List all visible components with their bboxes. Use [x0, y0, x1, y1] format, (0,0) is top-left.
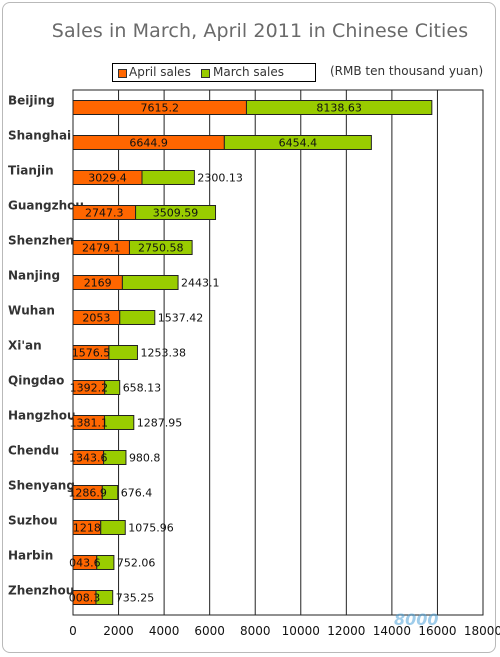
x-tick-label: 2000: [103, 624, 134, 638]
legend: April sales March sales: [112, 63, 316, 82]
value-label-march: 1253.38: [140, 347, 186, 360]
watermark-logo: 8000: [394, 610, 439, 629]
category-label: Wuhan: [8, 304, 55, 318]
value-label-march: 2300.13: [197, 172, 243, 185]
category-label: Beijing: [8, 94, 55, 108]
legend-swatch-april: [118, 69, 127, 78]
value-label-april: 1381.1: [69, 417, 108, 430]
value-label-april: 1218: [73, 522, 101, 535]
bar-march: [101, 485, 119, 500]
value-label-april: 2747.3: [85, 207, 124, 220]
x-tick-label: 18000: [464, 624, 500, 638]
chart-title: Sales in March, April 2011 in Chinese Ci…: [51, 20, 469, 42]
x-tick-label: 12000: [327, 624, 365, 638]
category-label: Suzhou: [8, 514, 58, 528]
bar-march: [95, 590, 114, 605]
category-label: Guangzhou: [8, 199, 84, 213]
category-label: Shanghai: [8, 129, 71, 143]
value-label-march: 1075.96: [128, 522, 174, 535]
bar-march: [108, 345, 138, 360]
category-label: Hangzhou: [8, 409, 76, 423]
x-tick-label: 0: [69, 624, 77, 638]
category-label: Harbin: [8, 549, 53, 563]
value-label-march: 1537.42: [158, 312, 204, 325]
category-label: Shenzhen: [8, 234, 74, 248]
category-label: Zhenzhou: [8, 584, 74, 598]
x-tick-label: 6000: [194, 624, 225, 638]
value-label-april: 1392.2: [70, 382, 109, 395]
value-label-march: 6454.4: [279, 137, 318, 150]
x-tick-label: 4000: [149, 624, 180, 638]
value-label-april: 2053: [82, 312, 110, 325]
bar-march: [100, 520, 126, 535]
bar-march: [245, 100, 433, 115]
bar-march: [96, 555, 115, 570]
bar-march: [141, 170, 195, 185]
value-label-april: 3029.4: [88, 172, 127, 185]
category-label: Qingdao: [8, 374, 64, 388]
bar-march: [121, 275, 179, 290]
value-label-april: 1343.6: [69, 452, 108, 465]
value-label-april: 008.3: [69, 592, 101, 605]
value-label-march: 676.4: [121, 487, 152, 500]
value-label-march: 2750.58: [138, 242, 184, 255]
value-label-march: 980.8: [129, 452, 161, 465]
x-tick-label: 10000: [282, 624, 320, 638]
value-label-march: 8138.63: [316, 102, 362, 115]
legend-label-april: April sales: [129, 65, 191, 79]
value-label-march: 752.06: [117, 557, 156, 570]
value-label-april: 2479.1: [82, 242, 121, 255]
value-label-march: 3509.59: [153, 207, 199, 220]
value-label-march: 2443.1: [181, 277, 220, 290]
bar-march: [103, 450, 127, 465]
legend-swatch-march: [201, 69, 210, 78]
value-label-april: 2169: [84, 277, 112, 290]
value-label-march: 1287.95: [137, 417, 183, 430]
bar-march: [128, 240, 193, 255]
category-label: Chendu: [8, 444, 59, 458]
bar-march: [223, 135, 372, 150]
value-label-april: 043.6: [69, 557, 101, 570]
x-tick-label: 16000: [418, 624, 456, 638]
x-tick-label: 8000: [240, 624, 271, 638]
category-label: Shenyang: [8, 479, 75, 493]
category-label: Tianjin: [8, 164, 54, 178]
value-label-april: 1286.9: [68, 487, 107, 500]
value-label-april: 6644.9: [129, 137, 168, 150]
category-label: Nanjing: [8, 269, 60, 283]
value-label-march: 735.25: [116, 592, 155, 605]
unit-label: (RMB ten thousand yuan): [330, 64, 484, 78]
x-tick-label: 14000: [373, 624, 411, 638]
bar-march: [135, 205, 217, 220]
bar-march: [119, 310, 156, 325]
value-label-april: 7615.2: [140, 102, 179, 115]
bar-march: [104, 380, 121, 395]
legend-label-march: March sales: [213, 65, 284, 79]
category-label: Xi'an: [8, 339, 42, 353]
bar-march: [103, 415, 135, 430]
value-label-april: 1576.5: [72, 347, 111, 360]
value-label-march: 658.13: [123, 382, 162, 395]
